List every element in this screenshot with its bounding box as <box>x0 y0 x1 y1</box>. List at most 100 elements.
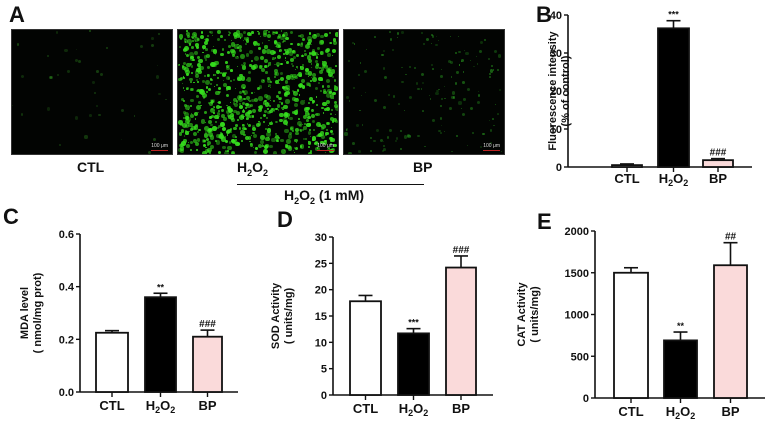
cell-fluorescence-dot <box>89 30 91 32</box>
cell-fluorescence-dot <box>497 54 501 58</box>
cell-fluorescence-dot <box>383 144 386 148</box>
cell-fluorescence-dot <box>214 74 216 76</box>
cell-fluorescence-dot <box>287 47 292 53</box>
cell-fluorescence-dot <box>219 35 223 38</box>
cell-fluorescence-dot <box>275 43 281 49</box>
cell-fluorescence-dot <box>357 74 360 77</box>
cell-fluorescence-dot <box>451 96 454 99</box>
cell-fluorescence-dot <box>205 146 207 149</box>
cell-fluorescence-dot <box>264 59 269 64</box>
cell-fluorescence-dot <box>477 91 479 93</box>
cell-fluorescence-dot <box>329 94 335 99</box>
cell-fluorescence-dot <box>452 96 455 99</box>
cell-fluorescence-dot <box>217 77 219 80</box>
cell-fluorescence-dot <box>444 86 446 88</box>
cell-fluorescence-dot <box>194 70 200 75</box>
cell-fluorescence-dot <box>432 68 434 70</box>
cell-fluorescence-dot <box>226 109 231 114</box>
cell-fluorescence-dot <box>307 59 312 64</box>
bar-bp <box>445 266 477 396</box>
cell-fluorescence-dot <box>226 106 231 111</box>
cell-fluorescence-dot <box>488 73 492 76</box>
x-tick-label: CTL <box>353 401 378 416</box>
cell-fluorescence-dot <box>305 68 310 73</box>
cell-fluorescence-dot <box>265 137 270 142</box>
cell-fluorescence-dot <box>195 40 197 42</box>
cell-fluorescence-dot <box>230 49 236 55</box>
cell-fluorescence-dot <box>264 99 268 103</box>
cell-fluorescence-dot <box>251 109 256 114</box>
cell-fluorescence-dot <box>186 122 189 125</box>
cell-fluorescence-dot <box>202 51 204 53</box>
cell-fluorescence-dot <box>311 49 315 53</box>
cell-fluorescence-dot <box>206 140 211 146</box>
cell-fluorescence-dot <box>249 140 251 142</box>
cell-fluorescence-dot <box>236 100 239 103</box>
cell-fluorescence-dot <box>314 51 319 56</box>
cell-fluorescence-dot <box>334 120 338 124</box>
cell-fluorescence-dot <box>297 121 303 126</box>
cell-fluorescence-dot <box>210 78 213 82</box>
cell-fluorescence-dot <box>192 37 194 39</box>
cell-fluorescence-dot <box>230 69 234 72</box>
panel-letter-d: D <box>277 207 293 232</box>
cell-fluorescence-dot <box>318 69 324 75</box>
cell-fluorescence-dot <box>232 78 236 82</box>
cell-fluorescence-dot <box>298 123 303 128</box>
cell-fluorescence-dot <box>196 79 199 81</box>
cell-fluorescence-dot <box>251 115 255 118</box>
cell-fluorescence-dot <box>320 124 326 130</box>
cell-fluorescence-dot <box>226 104 228 107</box>
cell-fluorescence-dot <box>264 45 268 49</box>
cell-fluorescence-dot <box>233 103 238 108</box>
cell-fluorescence-dot <box>441 98 444 101</box>
panel-letter-c: C <box>3 204 19 229</box>
cell-fluorescence-dot <box>333 84 337 88</box>
x-tick-label: H2O2 <box>399 401 429 418</box>
cell-fluorescence-dot <box>251 92 254 95</box>
cell-fluorescence-dot <box>351 41 355 44</box>
cell-fluorescence-dot <box>214 90 220 96</box>
cell-fluorescence-dot <box>292 55 296 59</box>
cell-fluorescence-dot <box>209 30 214 35</box>
cell-fluorescence-dot <box>242 123 245 127</box>
cell-fluorescence-dot <box>334 32 338 37</box>
cell-fluorescence-dot <box>257 87 261 91</box>
significance-marker: ## <box>725 232 737 243</box>
cell-fluorescence-dot <box>311 100 315 103</box>
cell-fluorescence-dot <box>228 140 232 144</box>
cell-fluorescence-dot <box>210 77 213 80</box>
cell-fluorescence-dot <box>326 106 331 111</box>
cell-fluorescence-dot <box>315 87 319 91</box>
cell-fluorescence-dot <box>313 129 316 132</box>
cell-fluorescence-dot <box>308 141 310 143</box>
cell-fluorescence-dot <box>198 128 202 132</box>
cell-fluorescence-dot <box>299 34 304 39</box>
bar-ctl <box>349 300 382 396</box>
y-axis-label: MDA level( nmol/mg prot) <box>19 272 44 353</box>
cell-fluorescence-dot <box>12 105 14 107</box>
cell-fluorescence-dot <box>230 116 235 121</box>
cell-fluorescence-dot <box>329 142 332 145</box>
cell-fluorescence-dot <box>298 117 301 120</box>
cell-fluorescence-dot <box>315 114 317 116</box>
cell-fluorescence-dot <box>218 125 222 129</box>
cell-fluorescence-dot <box>213 112 215 114</box>
cell-fluorescence-dot <box>431 119 435 123</box>
cell-fluorescence-dot <box>231 134 236 139</box>
cell-fluorescence-dot <box>189 104 193 108</box>
cell-fluorescence-dot <box>322 141 327 146</box>
cell-fluorescence-dot <box>272 110 275 113</box>
cell-fluorescence-dot <box>204 74 207 77</box>
cell-fluorescence-dot <box>282 52 286 55</box>
cell-fluorescence-dot <box>229 88 231 91</box>
y-tick-label: 10 <box>550 124 562 136</box>
cell-fluorescence-dot <box>78 60 82 64</box>
cell-fluorescence-dot <box>262 113 266 117</box>
y-tick-label: 0 <box>321 390 327 402</box>
cell-fluorescence-dot <box>214 120 218 124</box>
treatment-label: H2O2 (1 mM) <box>284 187 365 206</box>
cell-fluorescence-dot <box>360 62 362 64</box>
cell-fluorescence-dot <box>268 65 270 67</box>
cell-fluorescence-dot <box>150 43 154 47</box>
